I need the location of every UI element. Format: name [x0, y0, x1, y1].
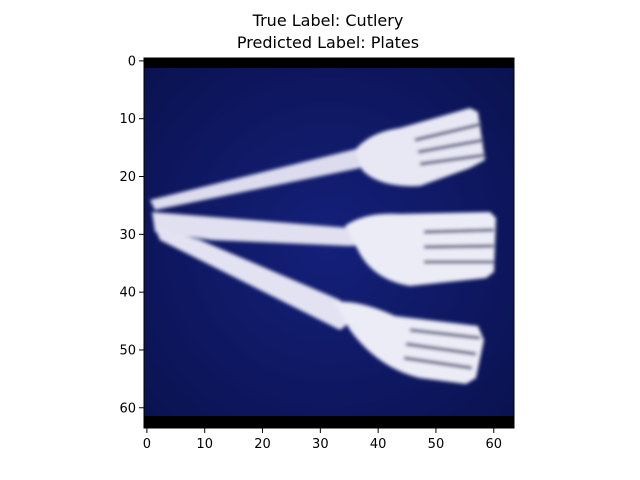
axes-frame	[143, 57, 515, 429]
title-predicted-label: Predicted Label: Plates	[236, 33, 420, 52]
title-true-label: True Label: Cutlery	[252, 11, 404, 30]
y-tick-label: 20	[119, 170, 136, 185]
forks-image	[150, 108, 496, 384]
x-tick-label: 30	[312, 437, 329, 452]
x-tick-label: 40	[370, 437, 387, 452]
fork-top	[150, 108, 487, 210]
y-tick-label: 10	[119, 112, 136, 127]
x-tick-label: 20	[254, 437, 271, 452]
y-tick-label: 0	[128, 54, 136, 69]
x-tick-label: 0	[143, 437, 151, 452]
y-tick-label: 40	[119, 286, 136, 301]
image-plot-area	[144, 58, 514, 428]
fork-middle	[152, 212, 496, 286]
x-tick-label: 10	[196, 437, 213, 452]
x-axis: 0 10 20 30 40 50 60	[143, 428, 502, 452]
y-tick-label: 50	[119, 343, 136, 358]
fork-bottom	[155, 228, 484, 384]
bottom-dark-bar	[144, 416, 514, 428]
y-axis: 0 10 20 30 40 50 60	[119, 54, 144, 416]
x-tick-label: 50	[428, 437, 445, 452]
top-dark-bar	[144, 58, 514, 68]
y-tick-label: 60	[119, 401, 136, 416]
x-tick-label: 60	[485, 437, 502, 452]
y-tick-label: 30	[119, 228, 136, 243]
